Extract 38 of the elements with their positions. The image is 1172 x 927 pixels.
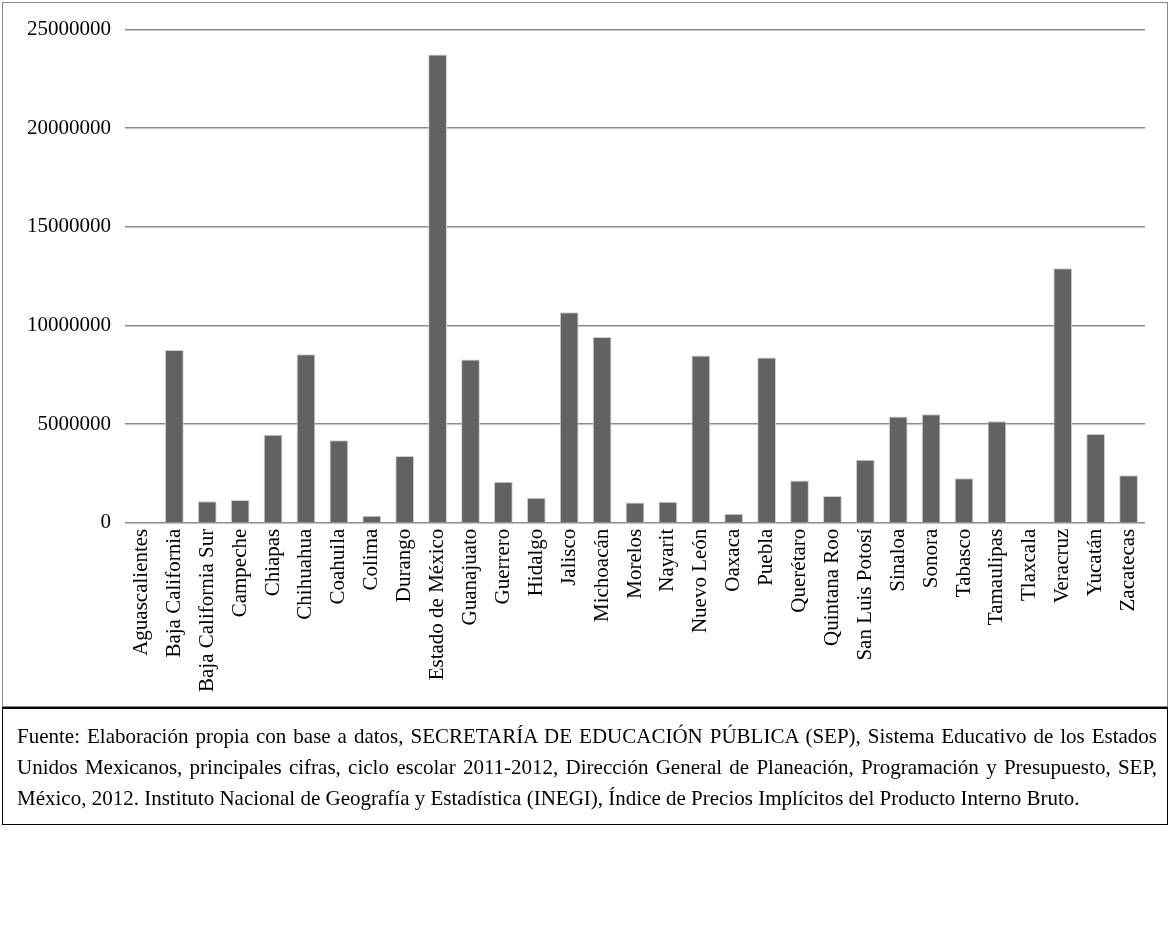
y-tick-label: 5000000 — [37, 410, 111, 435]
x-tick-label: Jalisco — [555, 528, 580, 586]
x-tick-label: Tabasco — [950, 528, 975, 598]
x-tick-label: Baja California — [160, 528, 185, 658]
x-tick-label: Guanajuato — [457, 528, 481, 626]
x-tick-label: Campeche — [226, 528, 251, 618]
x-tick-label: Estado de México — [424, 528, 449, 681]
x-tick-label: Querétaro — [786, 528, 811, 613]
x-tick-label: Baja California Sur — [193, 528, 218, 692]
x-tick-label: Hidalgo — [522, 528, 547, 597]
y-tick-label: 25000000 — [27, 16, 111, 41]
x-tick-label: Veracruz — [1049, 528, 1074, 604]
x-tick-label: Colima — [358, 528, 383, 591]
x-tick-label: Puebla — [753, 528, 778, 586]
x-tick-label: Guerrero — [489, 528, 514, 605]
source-note: Fuente: Elaboración propia con base a datos, SECRETARÍA DE EDUCACIÓN PÚBLICA (SEP), Sistema Educativo de los Estados Unidos Mexicanos, principales cifras, ciclo escolar 2011-2012, Dirección General de Planeación, Programación y Presupuesto, SEP, México, 2012. Instituto Nacional de Geografía y Estadística (INEGI), Índice de Precios Implícitos del Producto Interno Bruto. — [17, 723, 1157, 812]
x-tick-label: Michoacán — [588, 528, 613, 622]
x-tick-label: Coahuila — [325, 528, 350, 605]
x-tick-label: Yucatán — [1082, 528, 1107, 597]
y-tick-label: 10000000 — [27, 311, 111, 336]
x-tick-label: Chiapas — [259, 528, 284, 597]
x-tick-label: Nuevo León — [687, 528, 712, 634]
x-tick-label: Nayarit — [654, 528, 679, 592]
y-tick-label: 15000000 — [27, 213, 111, 238]
x-tick-label: San Luis Potosí — [851, 528, 876, 661]
x-tick-label: Sinaloa — [884, 528, 909, 592]
x-tick-label: Morelos — [621, 528, 646, 599]
x-tick-label: Zacatecas — [1115, 528, 1140, 612]
y-tick-label: 0 — [100, 509, 111, 534]
x-tick-label: Tamaulipas — [983, 528, 1008, 626]
x-tick-label: Tlaxcala — [1016, 528, 1041, 601]
x-tick-label: Aguascalientes — [127, 528, 152, 656]
y-tick-label: 20000000 — [27, 114, 111, 139]
x-tick-label: Oaxaca — [720, 528, 745, 592]
x-tick-label: Durango — [391, 528, 416, 603]
x-tick-label: Quintana Roo — [818, 528, 843, 646]
x-tick-label: Sonora — [917, 528, 942, 589]
x-tick-label: Chihuahua — [292, 528, 317, 620]
